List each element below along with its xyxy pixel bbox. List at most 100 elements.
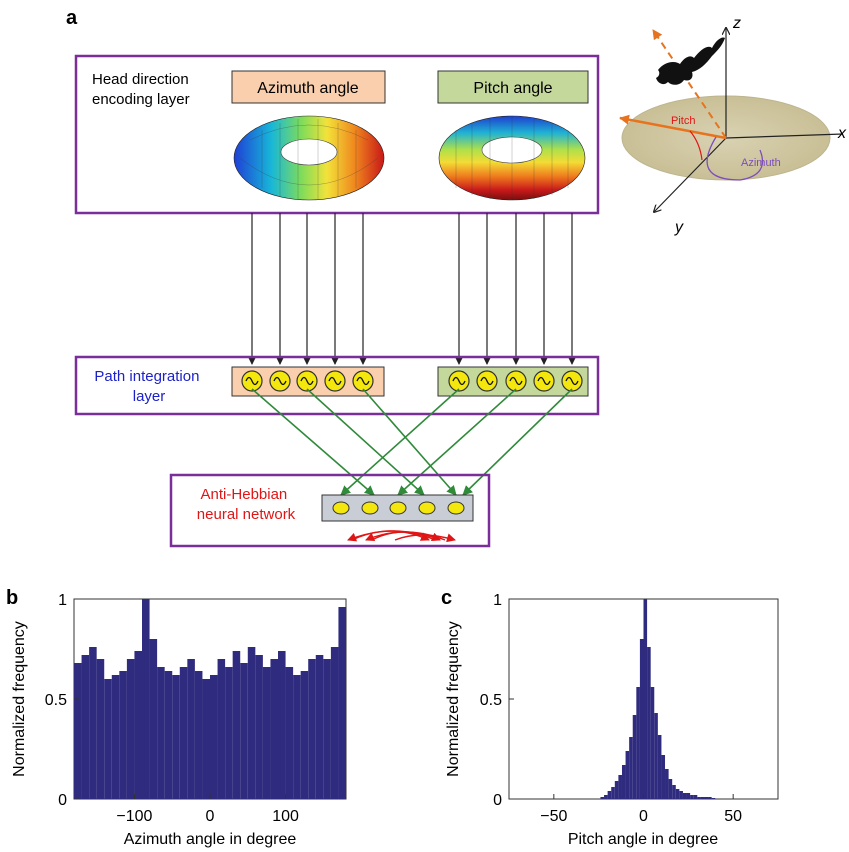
z-axis-label: z (732, 15, 741, 32)
path-layer-label: Path integration layer (94, 368, 203, 405)
antihebb-neuron-5 (447, 501, 465, 515)
histogram-bar-c-6 (618, 775, 622, 799)
histogram-bar-c-20 (668, 779, 673, 799)
histogram-bar-b-6 (111, 675, 120, 799)
path-to-antihebb-arrows (251, 388, 573, 496)
histogram-bar-c-31 (708, 797, 712, 799)
sine-wave-icon (565, 376, 579, 386)
histogram-bar-c-30 (704, 797, 709, 799)
histogram-bar-c-25 (686, 793, 691, 799)
sine-wave-icon (452, 376, 466, 386)
histogram-bar-b-26 (262, 667, 271, 799)
pitch-angle-label: Pitch (671, 115, 695, 127)
histogram-bar-b-24 (247, 647, 256, 799)
histogram-bar-b-7 (119, 671, 127, 799)
histogram-bar-c-10 (632, 715, 637, 799)
histogram-bar-c-11 (636, 687, 640, 799)
antihebb-label: Anti-Hebbian neural network (197, 486, 296, 523)
histogram-bar-c-5 (614, 781, 619, 799)
ylabel-b: Normalized frequency (11, 621, 28, 777)
histogram-bar-b-12 (157, 667, 165, 799)
histogram-bar-c-16 (654, 713, 658, 799)
histogram-bar-c-21 (672, 785, 676, 799)
antihebb-neuron-4 (418, 501, 436, 515)
histogram-bar-c-2 (604, 795, 608, 799)
histogram-bar-c-27 (693, 795, 698, 799)
histogram-bar-c-22 (675, 789, 680, 799)
histogram-bar-b-10 (142, 599, 150, 799)
y-tick-label-c: 0 (493, 792, 502, 809)
histogram-bar-b-3 (89, 647, 97, 799)
histogram-bar-b-9 (134, 651, 142, 799)
x-tick-label-b: −100 (116, 808, 152, 825)
path-neurons (241, 370, 583, 392)
sine-wave-icon (300, 376, 314, 386)
histogram-bar-b-27 (270, 659, 278, 799)
histogram-bar-b-19 (210, 675, 218, 799)
histogram-bar-b-28 (278, 651, 286, 799)
antihebb-neuron-2 (361, 501, 379, 515)
histogram-bar-c-28 (697, 797, 701, 799)
panel-label-b: b (6, 587, 18, 609)
sine-wave-icon (273, 376, 287, 386)
pitch-histogram: Normalized frequency Pitch angle in degr… (445, 592, 779, 848)
sine-wave-icon (537, 376, 551, 386)
histogram-bar-c-8 (625, 751, 630, 799)
histogram-bar-c-26 (690, 795, 694, 799)
histogram-bar-b-13 (164, 671, 173, 799)
x-axis-label: x (837, 125, 847, 142)
histogram-bar-b-22 (232, 651, 241, 799)
azimuth-histogram: Normalized frequency Azimuth angle in de… (11, 592, 347, 848)
histogram-bar-b-14 (172, 675, 180, 799)
histogram-bar-b-34 (323, 659, 331, 799)
histogram-bar-b-23 (240, 663, 248, 799)
pitch-label-box (437, 70, 589, 104)
histogram-bar-c-12 (639, 639, 644, 799)
bat-icon (656, 37, 725, 85)
azimuth-torus (233, 115, 385, 201)
antihebb-neuron-1 (332, 501, 350, 515)
histogram-bar-c-23 (679, 791, 683, 799)
histogram-bar-c-18 (661, 755, 666, 799)
x-tick-label-c: −50 (540, 808, 567, 825)
histogram-bar-c-29 (700, 797, 705, 799)
histogram-bar-c-17 (657, 735, 662, 799)
antihebb-neuron-3 (389, 501, 407, 515)
sine-wave-icon (356, 376, 370, 386)
sine-wave-icon (328, 376, 342, 386)
sine-wave-icon (245, 376, 259, 386)
recurrent-inhibition-arrows (347, 530, 456, 543)
y-axis-label: y (674, 219, 684, 236)
pitch-torus (438, 115, 586, 201)
histogram-bar-b-32 (308, 659, 316, 799)
y-tick-label-b: 0.5 (45, 692, 67, 709)
histogram-bar-c-7 (621, 765, 626, 799)
antihebb-neurons (332, 501, 465, 515)
y-tick-label-b: 1 (58, 592, 67, 609)
hd-to-path-arrows (248, 213, 576, 365)
pitch-arc (689, 130, 703, 161)
x-tick-label-b: 100 (272, 808, 299, 825)
antihebb-frame (169, 473, 491, 548)
histogram-bar-c-3 (607, 791, 612, 799)
azimuth-angle-label: Azimuth (741, 157, 781, 169)
histogram-bar-b-15 (179, 667, 188, 799)
x-tick-label-c: 0 (639, 808, 648, 825)
histogram-bar-b-5 (104, 679, 112, 799)
histogram-bar-c-4 (611, 787, 615, 799)
panel-label-c: c (441, 587, 452, 609)
x-tick-label-c: 50 (724, 808, 742, 825)
histogram-bar-b-17 (194, 671, 203, 799)
hd-encoding-frame (74, 54, 600, 215)
hd-layer-label: Head direction encoding layer (92, 71, 193, 108)
histogram-bar-b-20 (217, 659, 226, 799)
azimuth-label-box (231, 70, 386, 104)
ylabel-c: Normalized frequency (445, 621, 462, 777)
histogram-bar-b-25 (255, 655, 263, 799)
histogram-bar-c-1 (600, 797, 605, 799)
histogram-bar-b-21 (225, 667, 233, 799)
heading-vector (619, 114, 727, 140)
histogram-bar-b-8 (126, 659, 135, 799)
x-tick-label-b: 0 (206, 808, 215, 825)
axes-3d-inset: z x y Pitch Azimuth (619, 15, 847, 236)
